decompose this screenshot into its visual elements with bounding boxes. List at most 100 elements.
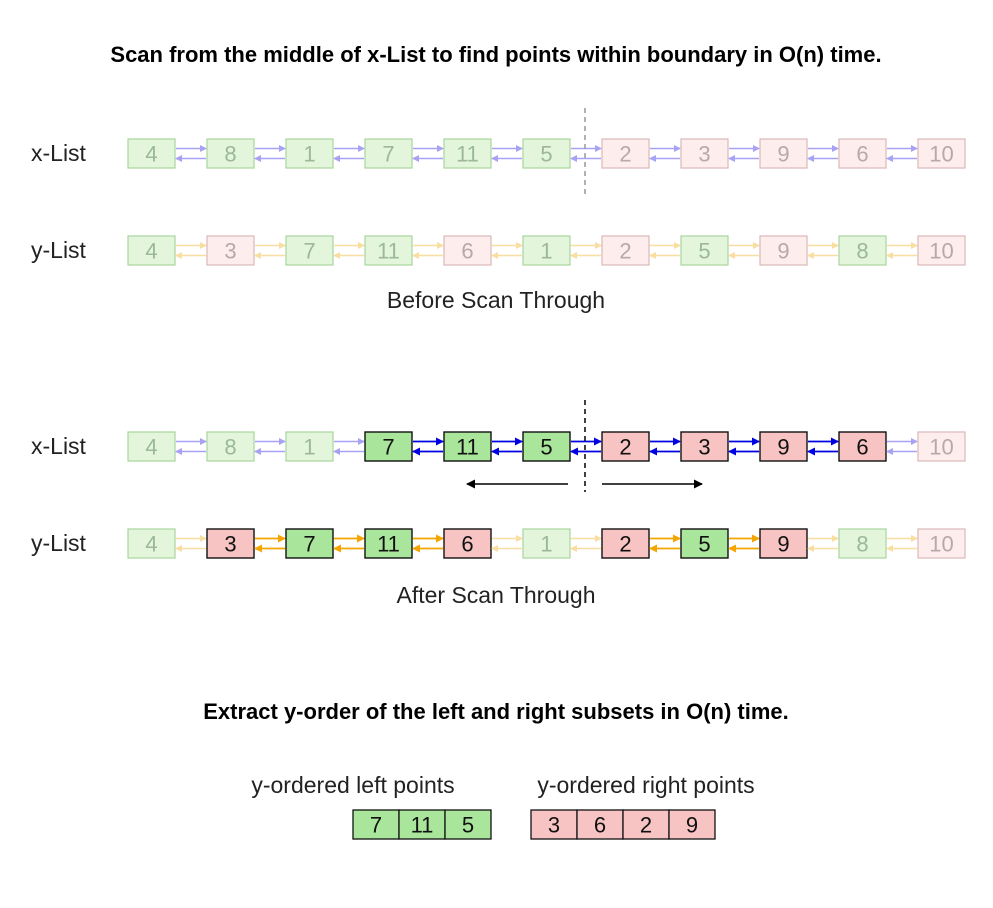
after-x-node: 6: [838, 431, 887, 462]
before-x-node: 10: [917, 138, 966, 169]
before-x-node-value: 7: [382, 142, 394, 167]
before-x-node-box: [522, 138, 571, 169]
after-x-node-value: 2: [619, 435, 631, 460]
left-points-cell: 7: [352, 809, 400, 840]
before-caption: Before Scan Through: [387, 287, 605, 313]
after-section: x-List 4 8 1 7 11 5 2 3 9 6 10 y-List 4 3 7 11 6 1 2 5 9 8 1…: [31, 400, 966, 608]
after-x-node-box: [364, 431, 413, 462]
before-x-node-box: [443, 138, 492, 169]
after-y-node: 3: [206, 528, 255, 559]
right-points-label: y-ordered right points: [537, 772, 754, 798]
before-x-node-value: 4: [145, 142, 157, 167]
before-x-node: 11: [443, 138, 492, 169]
after-y-node-value: 6: [461, 532, 473, 557]
before-y-node: 5: [680, 235, 729, 266]
after-x-node-box: [680, 431, 729, 462]
after-y-node-box: [443, 528, 492, 559]
after-y-node-box: [680, 528, 729, 559]
after-x-node-box: [759, 431, 808, 462]
after-y-node-box: [522, 528, 571, 559]
before-y-list: 4 3 7 11 6 1 2 5 9 8 10: [127, 235, 966, 266]
before-y-node: 6: [443, 235, 492, 266]
after-y-node-value: 7: [303, 532, 315, 557]
right-points-cell-box: [622, 809, 670, 840]
after-y-node-value: 10: [929, 532, 953, 557]
before-x-node: 2: [601, 138, 650, 169]
after-y-node: 1: [522, 528, 571, 559]
before-y-node-value: 10: [929, 239, 953, 264]
before-x-node-box: [838, 138, 887, 169]
before-x-node-value: 5: [540, 142, 552, 167]
before-y-node-value: 2: [619, 239, 631, 264]
before-x-node: 5: [522, 138, 571, 169]
after-x-list: 4 8 1 7 11 5 2 3 9 6 10: [127, 431, 966, 462]
left-points-cell-value: 5: [462, 813, 474, 838]
after-x-list-label: x-List: [31, 433, 87, 459]
before-y-node: 7: [285, 235, 334, 266]
after-x-node-value: 11: [456, 435, 479, 460]
right-points-cell: 6: [576, 809, 624, 840]
before-y-list-label: y-List: [31, 237, 87, 263]
before-x-node: 4: [127, 138, 176, 169]
after-x-node-box: [917, 431, 966, 462]
after-y-node-box: [759, 528, 808, 559]
before-y-node-value: 6: [461, 239, 473, 264]
right-points-cell-value: 6: [594, 813, 606, 838]
after-x-node-box: [127, 431, 176, 462]
right-points-array: 3 6 2 9: [530, 809, 716, 840]
before-y-node-value: 3: [224, 239, 236, 264]
after-y-node-box: [838, 528, 887, 559]
before-y-node-value: 5: [698, 239, 710, 264]
before-section: x-List 4 8 1 7 11 5 2 3 9 6 10 y-List 4 3 7 11 6 1 2 5 9 8 1…: [31, 108, 966, 313]
before-x-node-value: 9: [777, 142, 789, 167]
after-y-node-box: [127, 528, 176, 559]
after-y-node-box: [364, 528, 413, 559]
before-y-node-box: [364, 235, 413, 266]
before-x-node-box: [206, 138, 255, 169]
before-x-node-box: [601, 138, 650, 169]
after-x-node: 8: [206, 431, 255, 462]
after-y-node: 7: [285, 528, 334, 559]
after-y-list: 4 3 7 11 6 1 2 5 9 8 10: [127, 528, 966, 559]
before-x-node-value: 6: [856, 142, 868, 167]
after-x-node-box: [522, 431, 571, 462]
before-y-node-box: [285, 235, 334, 266]
top-title: Scan from the middle of x-List to find p…: [110, 42, 881, 67]
after-y-node: 11: [364, 528, 413, 559]
after-y-node-value: 1: [540, 532, 552, 557]
before-y-node: 4: [127, 235, 176, 266]
after-y-node: 10: [917, 528, 966, 559]
after-x-node: 1: [285, 431, 334, 462]
after-y-node-box: [206, 528, 255, 559]
after-x-node: 7: [364, 431, 413, 462]
before-x-node: 3: [680, 138, 729, 169]
after-x-node-value: 8: [224, 435, 236, 460]
after-y-node: 2: [601, 528, 650, 559]
before-x-list-label: x-List: [31, 140, 87, 166]
right-points-cell-box: [530, 809, 578, 840]
after-x-node: 5: [522, 431, 571, 462]
after-y-node: 6: [443, 528, 492, 559]
after-y-node: 4: [127, 528, 176, 559]
after-x-node-value: 4: [145, 435, 157, 460]
left-points-cell: 5: [444, 809, 492, 840]
after-x-node-value: 7: [382, 435, 394, 460]
after-y-node: 8: [838, 528, 887, 559]
right-points-cell-value: 9: [686, 813, 698, 838]
after-x-node-value: 1: [303, 435, 315, 460]
left-points-cell-box: [444, 809, 492, 840]
before-x-node: 1: [285, 138, 334, 169]
after-x-node-value: 10: [929, 435, 953, 460]
after-y-node-value: 9: [777, 532, 789, 557]
before-y-node-value: 1: [540, 239, 552, 264]
before-y-node-box: [680, 235, 729, 266]
right-points-cell-value: 2: [640, 813, 652, 838]
after-x-node-box: [285, 431, 334, 462]
before-y-node: 1: [522, 235, 571, 266]
before-y-node: 3: [206, 235, 255, 266]
after-x-node-value: 6: [856, 435, 868, 460]
after-y-node-value: 2: [619, 532, 631, 557]
before-y-node: 2: [601, 235, 650, 266]
after-y-node: 5: [680, 528, 729, 559]
